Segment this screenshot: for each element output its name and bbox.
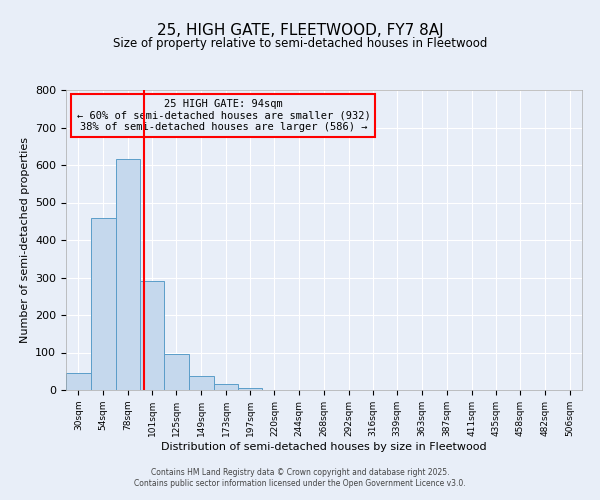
- Bar: [189, 376, 214, 390]
- Bar: [66, 373, 91, 390]
- Text: Contains HM Land Registry data © Crown copyright and database right 2025.
Contai: Contains HM Land Registry data © Crown c…: [134, 468, 466, 487]
- Bar: [91, 218, 116, 390]
- Bar: [116, 160, 140, 390]
- Y-axis label: Number of semi-detached properties: Number of semi-detached properties: [20, 137, 29, 343]
- Text: Size of property relative to semi-detached houses in Fleetwood: Size of property relative to semi-detach…: [113, 38, 487, 51]
- Bar: [238, 388, 262, 390]
- X-axis label: Distribution of semi-detached houses by size in Fleetwood: Distribution of semi-detached houses by …: [161, 442, 487, 452]
- Bar: [214, 384, 238, 390]
- Text: 25 HIGH GATE: 94sqm
← 60% of semi-detached houses are smaller (932)
38% of semi-: 25 HIGH GATE: 94sqm ← 60% of semi-detach…: [77, 99, 370, 132]
- Bar: [164, 354, 189, 390]
- Text: 25, HIGH GATE, FLEETWOOD, FY7 8AJ: 25, HIGH GATE, FLEETWOOD, FY7 8AJ: [157, 22, 443, 38]
- Bar: [140, 281, 164, 390]
